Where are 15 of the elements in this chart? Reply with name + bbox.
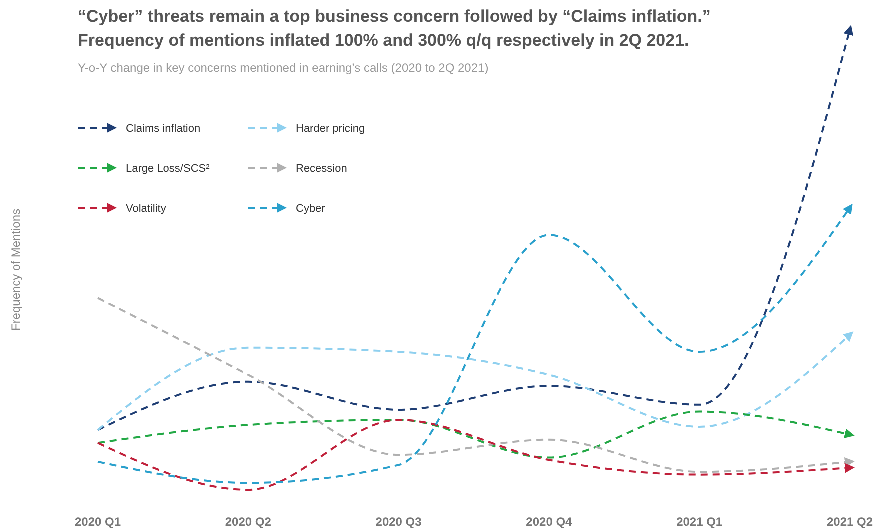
legend-label: Claims inflation — [126, 123, 201, 135]
legend-label: Harder pricing — [296, 123, 366, 135]
y-axis-title: Frequency of Mentions — [9, 208, 23, 332]
x-tick-label: 2020 Q4 — [526, 515, 573, 529]
text: Y-o-Y change in key concerns mentioned in earning’s calls (2020 to 2Q 2021) — [78, 61, 489, 75]
x-tick-label: 2021 Q1 — [676, 515, 723, 529]
legend-label: Large Loss/SCS² — [126, 163, 210, 175]
x-tick-label: 2020 Q3 — [376, 515, 422, 529]
chart-title: “Cyber” threats remain a top business concern followed by “Claims inflation.” Frequency of mentions inflated 100% and 300% q/q respectively in 2Q 2021. — [78, 7, 711, 50]
x-tick-label: 2020 Q1 — [74, 515, 122, 529]
legend-label: Cyber — [296, 203, 326, 215]
legend-label: Volatility — [126, 203, 167, 215]
legend-label: Recession — [296, 163, 348, 175]
x-tick-label: 2021 Q2 — [826, 515, 874, 529]
x-tick-label: 2020 Q2 — [225, 515, 272, 529]
